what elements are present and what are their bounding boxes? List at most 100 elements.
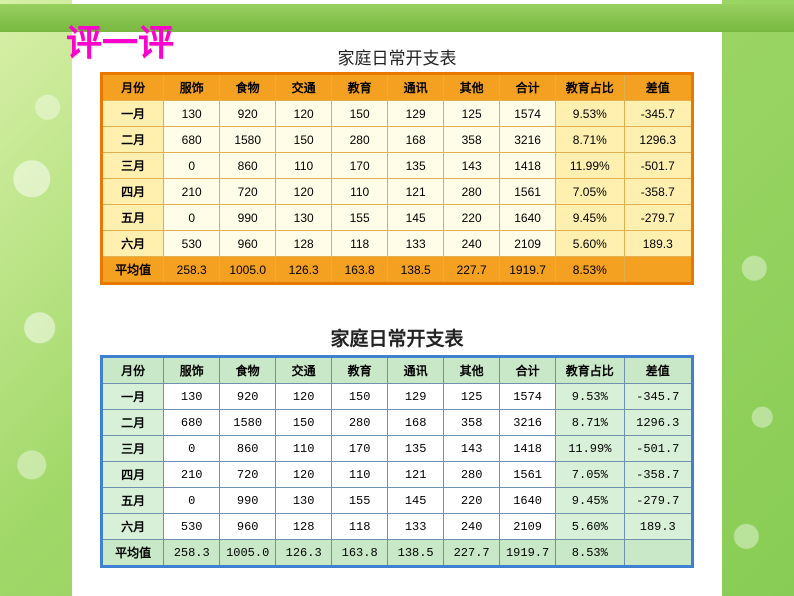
table-cell: 六月 (102, 231, 164, 257)
table-cell: 0 (164, 436, 220, 462)
table-cell: 240 (444, 231, 500, 257)
table-cell: 126.3 (276, 257, 332, 284)
table-cell: -279.7 (624, 205, 692, 231)
table-cell: 0 (164, 488, 220, 514)
table-cell (624, 540, 692, 567)
table-cell: 1561 (500, 462, 556, 488)
table-cell: 720 (220, 462, 276, 488)
table-cell: 3216 (500, 127, 556, 153)
table-cell: 110 (276, 153, 332, 179)
table-cell: 227.7 (444, 540, 500, 567)
table-cell: 258.3 (164, 257, 220, 284)
table-row: 二月680158015028016835832168.71%1296.3 (102, 127, 693, 153)
table-cell: -358.7 (624, 462, 692, 488)
table-cell: 二月 (102, 127, 164, 153)
table-cell: 1574 (500, 384, 556, 410)
col-header: 其他 (444, 357, 500, 384)
table-cell: 1640 (500, 205, 556, 231)
table-cell: 130 (276, 488, 332, 514)
table1-header-row: 月份服饰食物交通教育通讯其他合计教育占比差值 (102, 74, 693, 101)
table-cell: 358 (444, 410, 500, 436)
table-cell: 121 (388, 462, 444, 488)
expense-table-2: 月份服饰食物交通教育通讯其他合计教育占比差值 一月130920120150129… (100, 355, 694, 568)
table-avg-row: 平均值258.31005.0126.3163.8138.5227.71919.7… (102, 540, 693, 567)
table-cell: 960 (220, 231, 276, 257)
table-cell: 1580 (220, 410, 276, 436)
table-cell: 133 (388, 514, 444, 540)
table-cell: 680 (164, 127, 220, 153)
col-header: 教育 (332, 357, 388, 384)
col-header: 食物 (220, 74, 276, 101)
col-header: 通讯 (388, 74, 444, 101)
table-cell: 128 (276, 231, 332, 257)
table-cell: 129 (388, 384, 444, 410)
table-cell: 9.53% (556, 384, 624, 410)
table-cell: 11.99% (556, 436, 624, 462)
table-cell: 135 (388, 153, 444, 179)
expense-table-1: 月份服饰食物交通教育通讯其他合计教育占比差值 一月130920120150129… (100, 72, 694, 285)
table-cell: 189.3 (624, 514, 692, 540)
table-cell: 118 (332, 231, 388, 257)
table2-title: 家庭日常开支表 (0, 324, 794, 351)
table-cell: 1005.0 (220, 540, 276, 567)
table-row: 六月53096012811813324021095.60%189.3 (102, 231, 693, 257)
table-cell: 7.05% (556, 462, 624, 488)
table-cell: 118 (332, 514, 388, 540)
table-cell: -501.7 (624, 153, 692, 179)
col-header: 差值 (624, 357, 692, 384)
table-cell: 189.3 (624, 231, 692, 257)
table-cell: 280 (444, 462, 500, 488)
table-cell: 258.3 (164, 540, 220, 567)
table-cell: 2109 (500, 231, 556, 257)
table-cell: 720 (220, 179, 276, 205)
table-cell: 9.45% (556, 488, 624, 514)
table-cell: 680 (164, 410, 220, 436)
table-cell: 145 (388, 488, 444, 514)
table-cell: 三月 (102, 436, 164, 462)
table-cell: 143 (444, 436, 500, 462)
col-header: 交通 (276, 357, 332, 384)
table-cell: 四月 (102, 179, 164, 205)
col-header: 交通 (276, 74, 332, 101)
table-cell: 四月 (102, 462, 164, 488)
table-cell: 120 (276, 384, 332, 410)
table-cell (624, 257, 692, 284)
table-cell: 9.53% (556, 101, 624, 127)
table-cell: 210 (164, 462, 220, 488)
table-cell: 110 (332, 462, 388, 488)
table-cell: 9.45% (556, 205, 624, 231)
table-cell: 平均值 (102, 257, 164, 284)
table-cell: 平均值 (102, 540, 164, 567)
col-header: 教育 (332, 74, 388, 101)
table-row: 四月21072012011012128015617.05%-358.7 (102, 179, 693, 205)
table-cell: 530 (164, 514, 220, 540)
table-cell: 920 (220, 101, 276, 127)
table-cell: 530 (164, 231, 220, 257)
table-cell: 155 (332, 488, 388, 514)
col-header: 其他 (444, 74, 500, 101)
table-cell: 1640 (500, 488, 556, 514)
table-cell: 960 (220, 514, 276, 540)
col-header: 合计 (500, 74, 556, 101)
table-cell: 129 (388, 101, 444, 127)
table-cell: 120 (276, 179, 332, 205)
table-cell: -358.7 (624, 179, 692, 205)
table-row: 二月680158015028016835832168.71%1296.3 (102, 410, 693, 436)
table-cell: 920 (220, 384, 276, 410)
table-row: 四月21072012011012128015617.05%-358.7 (102, 462, 693, 488)
table-cell: 163.8 (332, 540, 388, 567)
table-cell: 220 (444, 488, 500, 514)
col-header: 月份 (102, 74, 164, 101)
table-cell: 8.71% (556, 127, 624, 153)
table-cell: 227.7 (444, 257, 500, 284)
table-cell: 125 (444, 384, 500, 410)
col-header: 服饰 (164, 74, 220, 101)
table-cell: 120 (276, 101, 332, 127)
table-cell: 1919.7 (500, 257, 556, 284)
table-cell: 358 (444, 127, 500, 153)
table-row: 五月099013015514522016409.45%-279.7 (102, 488, 693, 514)
table-cell: 0 (164, 205, 220, 231)
col-header: 差值 (624, 74, 692, 101)
table-cell: 五月 (102, 488, 164, 514)
table-cell: 130 (276, 205, 332, 231)
